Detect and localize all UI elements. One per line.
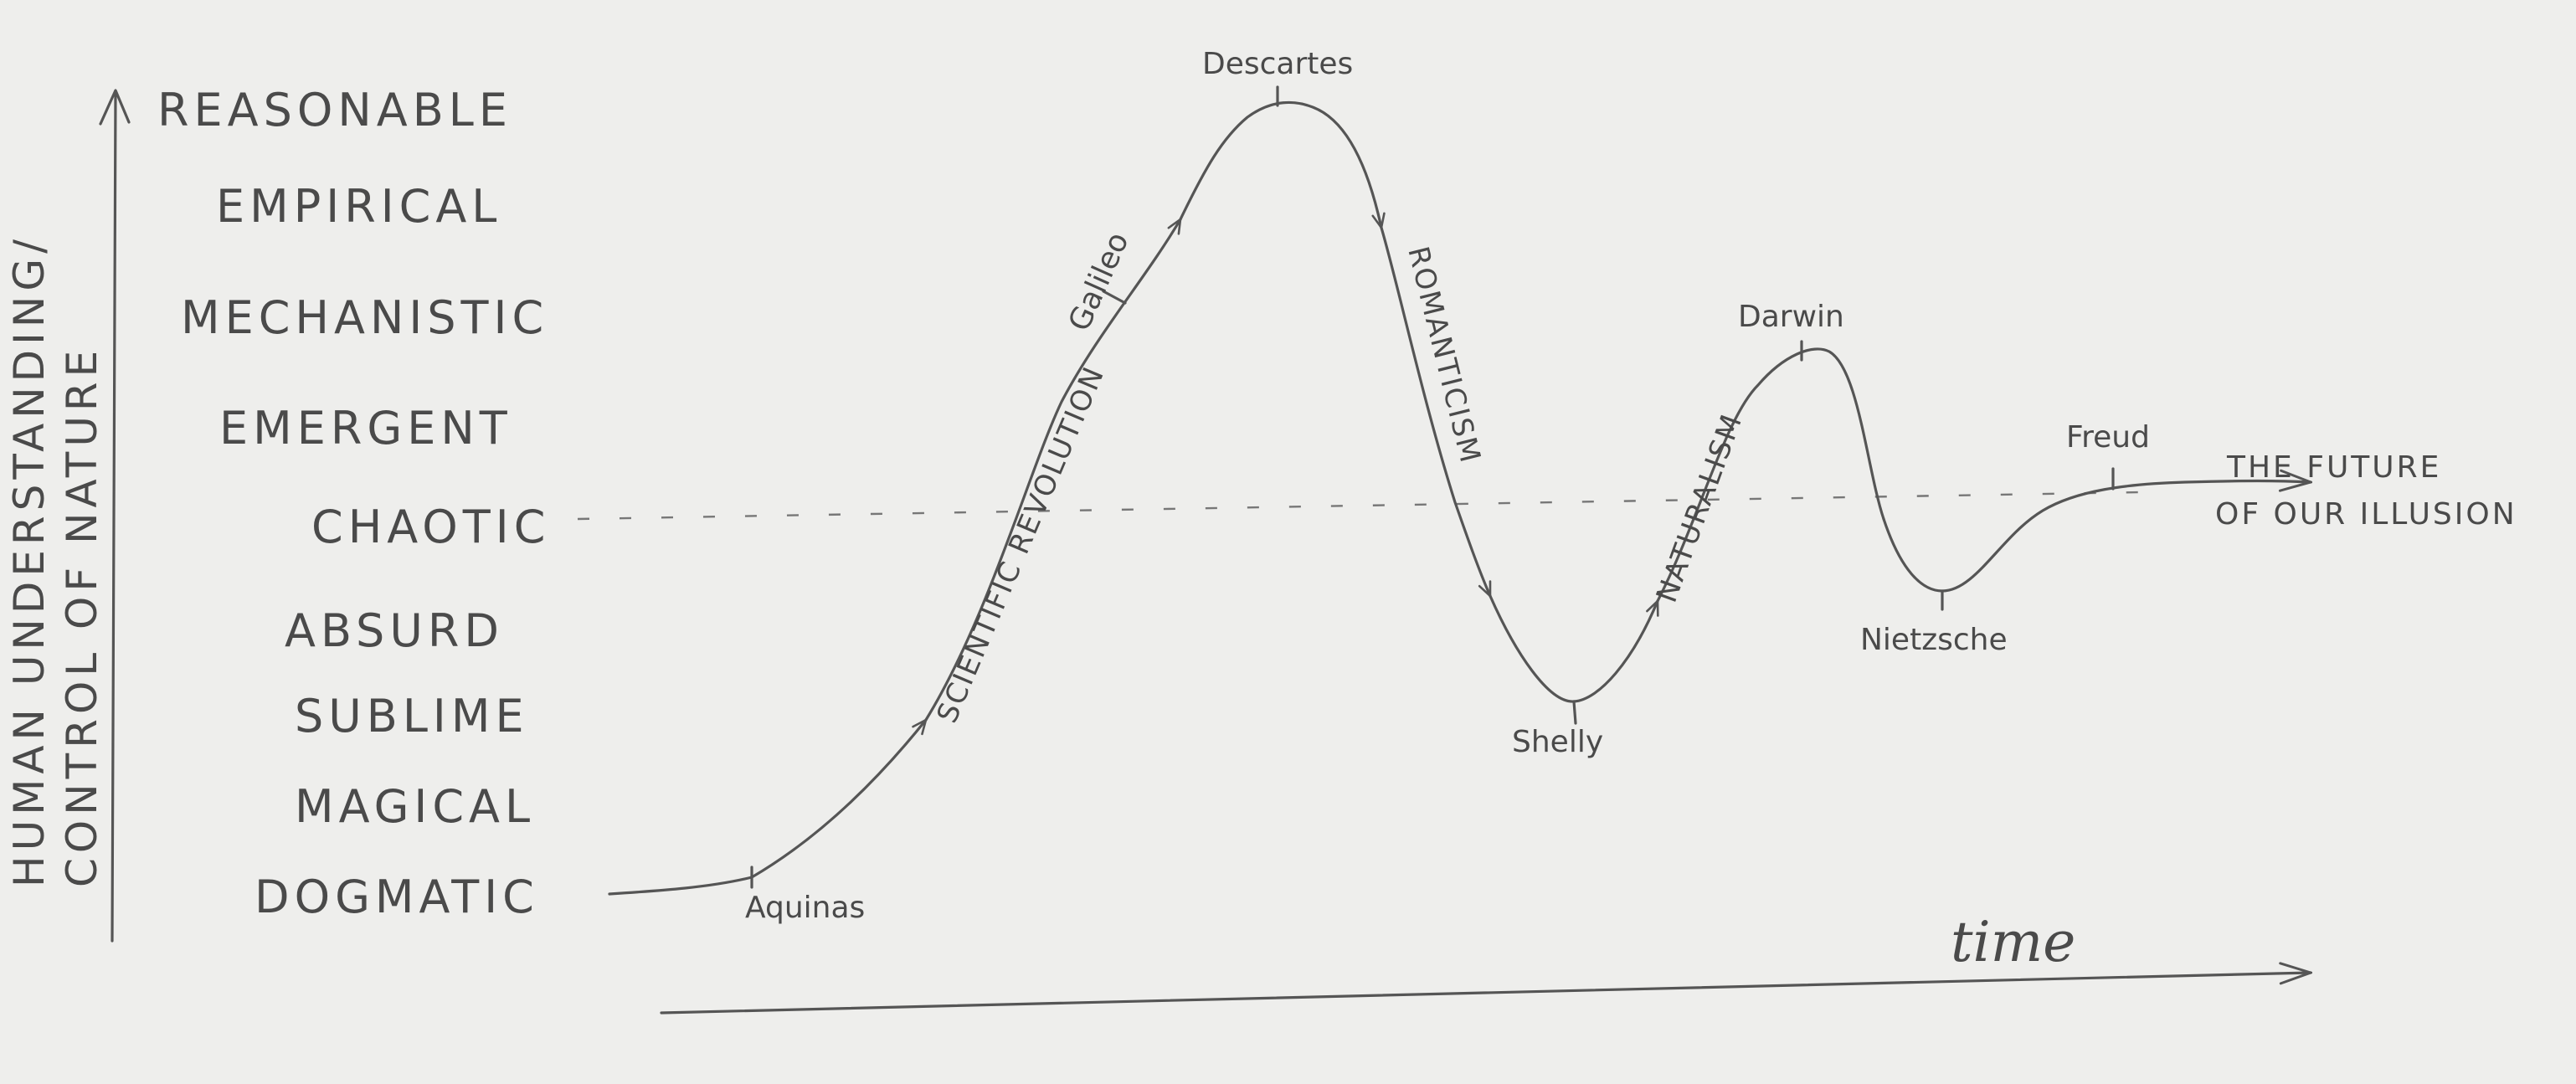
era-labels: SCIENTIFIC REVOLUTION ROMANTICISM NATURA…	[930, 244, 1749, 728]
label-freud: Freud	[2066, 420, 2150, 455]
curve-nietzsche-freud	[1882, 481, 2311, 593]
y-axis-line	[111, 90, 117, 943]
curve-trough-shelly	[1489, 594, 1658, 703]
time-axis: time	[660, 910, 2311, 1015]
level-labels: REASONABLE EMPIRICAL MECHANISTIC EMERGEN…	[157, 84, 550, 923]
y-axis-arrowhead	[99, 89, 131, 126]
history-curve	[608, 100, 2311, 896]
label-shelly: Shelly	[1512, 725, 1603, 759]
level-dogmatic: DOGMATIC	[255, 871, 539, 923]
time-axis-arrow	[660, 973, 2311, 1015]
curve-peak-descartes	[1179, 100, 1381, 228]
level-sublime: SUBLIME	[295, 690, 529, 742]
label-nietzsche: Nietzsche	[1860, 623, 2008, 657]
future-label: THE FUTURE OF OUR ILLUSION	[2215, 450, 2517, 532]
curve-rise-arrow-1	[750, 720, 926, 879]
curve-rise-naturalism	[1656, 347, 1885, 603]
level-mechanistic: MECHANISTIC	[181, 291, 548, 344]
level-emergent: EMERGENT	[219, 402, 512, 455]
thinker-ticks	[750, 85, 2115, 889]
level-chaotic: CHAOTIC	[311, 501, 550, 553]
y-axis: HUMAN UNDERSTANDING/ CONTROL OF NATURE	[5, 89, 131, 943]
label-darwin: Darwin	[1738, 300, 1844, 334]
label-scientific-revolution: SCIENTIFIC REVOLUTION	[930, 362, 1111, 728]
level-magical: MAGICAL	[295, 780, 535, 833]
chaotic-dashed-line	[577, 491, 2144, 521]
thinker-labels: Aquinas Galileo Descartes Shelly Darwin …	[745, 47, 2150, 925]
time-axis-label: time	[1951, 910, 2075, 974]
label-descartes: Descartes	[1202, 47, 1353, 81]
tick-galileo	[1102, 290, 1127, 305]
curve-aquinas-segment	[608, 876, 753, 896]
level-absurd: ABSURD	[285, 604, 504, 657]
y-axis-title-line2: CONTROL OF NATURE	[58, 346, 106, 887]
tick-shelly	[1572, 700, 1577, 725]
y-axis-title-line1: HUMAN UNDERSTANDING/	[5, 234, 54, 887]
label-galileo: Galileo	[1062, 228, 1136, 337]
curve-rise-arrow-2	[924, 219, 1180, 722]
level-empirical: EMPIRICAL	[216, 180, 501, 233]
curve-fall-romanticism	[1380, 226, 1492, 596]
label-naturalism: NATURALISM	[1650, 409, 1750, 607]
level-reasonable: REASONABLE	[157, 84, 512, 136]
label-future-line2: OF OUR ILLUSION	[2215, 497, 2517, 532]
label-aquinas: Aquinas	[745, 891, 865, 925]
label-future-line1: THE FUTURE	[2226, 450, 2441, 485]
